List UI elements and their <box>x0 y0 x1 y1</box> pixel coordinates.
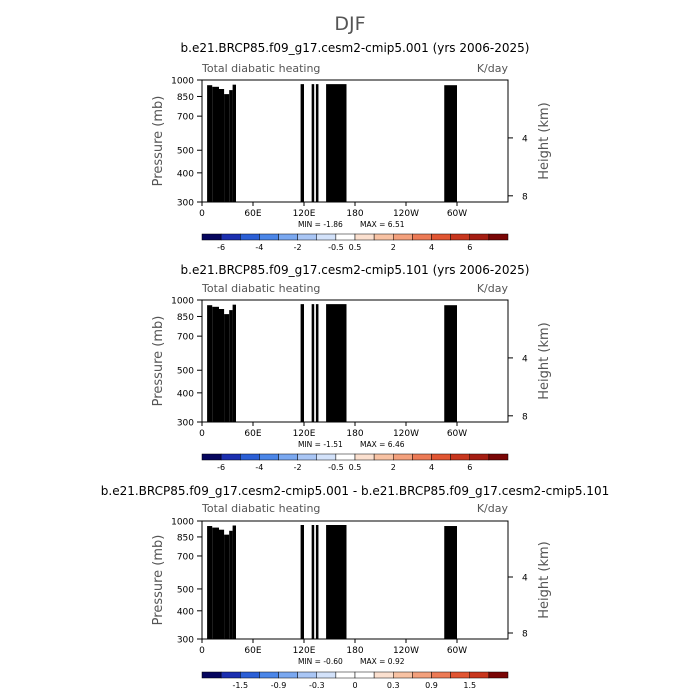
max-label: MAX = 6.51 <box>360 220 405 229</box>
x-tick-label: 60E <box>244 209 261 219</box>
chart-title: b.e21.BRCP85.f09_g17.cesm2-cmip5.101 (yr… <box>181 263 530 277</box>
colorbar-swatch <box>335 233 356 241</box>
terrain-block <box>207 85 213 202</box>
colorbar-swatch <box>450 233 470 241</box>
y-right-tick-label: 8 <box>522 192 528 202</box>
page-title: DJF <box>334 13 365 35</box>
y-axis-label-right: Height (km) <box>537 102 552 179</box>
y-tick-label: 300 <box>177 199 194 209</box>
colorbar-tick-label: -6 <box>217 243 225 252</box>
colorbar-tick-label: 0.5 <box>349 243 362 252</box>
terrain-block <box>444 85 457 202</box>
panels: b.e21.BRCP85.f09_g17.cesm2-cmip5.001 (yr… <box>101 41 609 690</box>
y-tick-label: 850 <box>177 93 194 103</box>
colorbar-swatch <box>354 233 375 241</box>
colorbar-swatch <box>316 233 337 241</box>
colorbar-swatch <box>201 233 222 241</box>
terrain-block <box>315 84 319 202</box>
colorbar-swatch <box>373 233 394 241</box>
colorbar: -6 -4 -2 -0.5 0.5 2 4 6 <box>201 233 509 252</box>
colorbar-tick-label: -2 <box>294 243 302 252</box>
terrain-block <box>326 84 347 202</box>
colorbar-swatch <box>220 233 241 241</box>
colorbar-tick-label: 4 <box>429 243 434 252</box>
colorbar-swatch <box>488 233 509 241</box>
colorbar-tick-label: -0.5 <box>328 243 344 252</box>
colorbar-swatch <box>297 233 317 241</box>
colorbar-swatch <box>259 233 279 241</box>
colorbar-swatch <box>393 233 413 241</box>
units-label: K/day <box>477 282 509 295</box>
min-label: MIN = -1.86 <box>298 220 343 229</box>
chart-panel-2: b.e21.BRCP85.f09_g17.cesm2-cmip5.101 (yr… <box>151 263 552 472</box>
x-tick-label: 180 <box>346 209 363 219</box>
y-tick-label: 400 <box>177 169 194 179</box>
terrain-block <box>311 84 315 202</box>
colorbar-swatch <box>278 233 298 241</box>
units-label: K/day <box>477 62 509 75</box>
colorbar-tick-label: 2 <box>391 243 396 252</box>
plot-frame <box>201 79 509 203</box>
colorbar-swatch <box>431 233 451 241</box>
chart-subtitle: Total diabatic heating <box>201 62 320 75</box>
y-axis-label: Pressure (mb) <box>151 96 166 187</box>
colorbar-swatch <box>469 233 490 241</box>
terrain-block <box>300 84 304 202</box>
chart-subtitle: Total diabatic heating <box>201 282 320 295</box>
y-right-tick-label: 4 <box>522 134 528 144</box>
colorbar-swatch <box>412 233 432 241</box>
chart-title: b.e21.BRCP85.f09_g17.cesm2-cmip5.001 (yr… <box>181 41 530 55</box>
terrain-block <box>224 94 230 202</box>
terrain-block <box>229 90 233 202</box>
x-tick-label: 120W <box>393 209 419 219</box>
x-tick-label: 120E <box>293 209 316 219</box>
colorbar-tick-label: 6 <box>467 243 472 252</box>
colorbar-tick-label: -4 <box>255 243 263 252</box>
colorbar-swatch <box>240 233 260 241</box>
terrain-block <box>219 89 225 202</box>
terrain-block <box>232 84 236 202</box>
y-tick-label: 500 <box>177 147 194 157</box>
y-tick-label: 1000 <box>171 77 194 87</box>
x-tick-label: 60W <box>447 209 467 219</box>
terrain-block <box>212 86 219 202</box>
y-tick-label: 700 <box>177 113 194 123</box>
x-tick-label: 0 <box>199 209 205 219</box>
chart-panel-1: b.e21.BRCP85.f09_g17.cesm2-cmip5.001 (yr… <box>151 41 552 252</box>
